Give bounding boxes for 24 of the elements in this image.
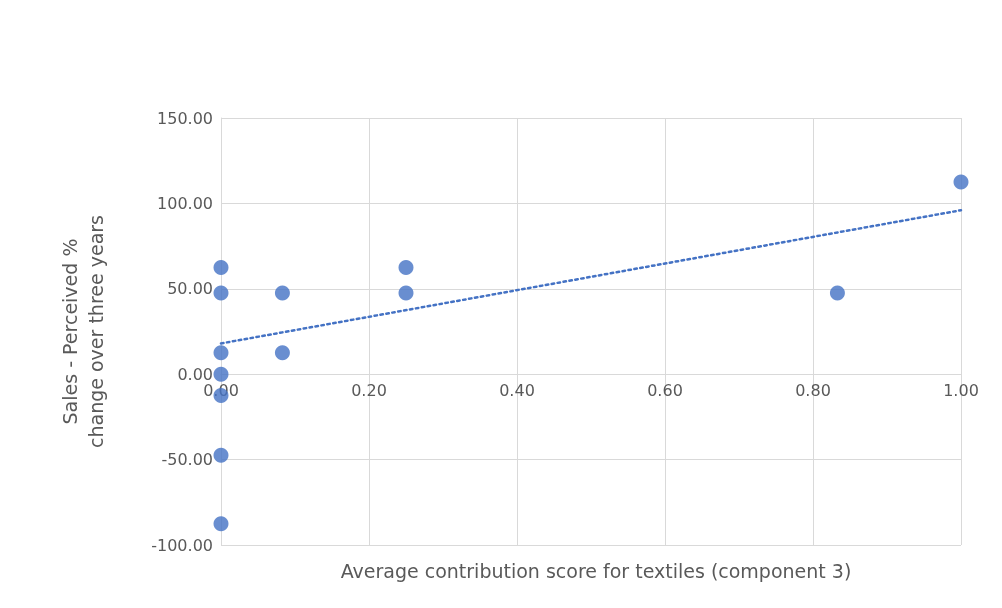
point (398, 259, 414, 275)
point (213, 447, 229, 463)
point (213, 285, 229, 301)
y-axis-title: Sales - Perceived % change over three years (59, 215, 107, 448)
x-tick-label: 0.40 (499, 380, 535, 400)
x-tick-label: 1.00 (943, 380, 979, 400)
point (213, 259, 229, 275)
x-tick-label: 0.60 (647, 380, 683, 400)
point (398, 285, 414, 301)
y-tick-label: -50.00 (161, 450, 213, 470)
y-tick-label: 50.00 (167, 279, 213, 299)
y-tick-label: 150.00 (157, 108, 213, 128)
point (213, 345, 229, 361)
point (829, 285, 845, 301)
x-tick-label: 0.80 (795, 380, 831, 400)
point (213, 516, 229, 532)
point (953, 174, 969, 190)
point (274, 285, 290, 301)
point (213, 366, 229, 382)
point (274, 345, 290, 361)
y-tick-label: 100.00 (157, 193, 213, 213)
x-tick-label: 0.20 (351, 380, 387, 400)
y-tick-label: -100.00 (151, 535, 213, 555)
x-axis-title: Average contribution score for textiles (component 3) (340, 559, 852, 582)
